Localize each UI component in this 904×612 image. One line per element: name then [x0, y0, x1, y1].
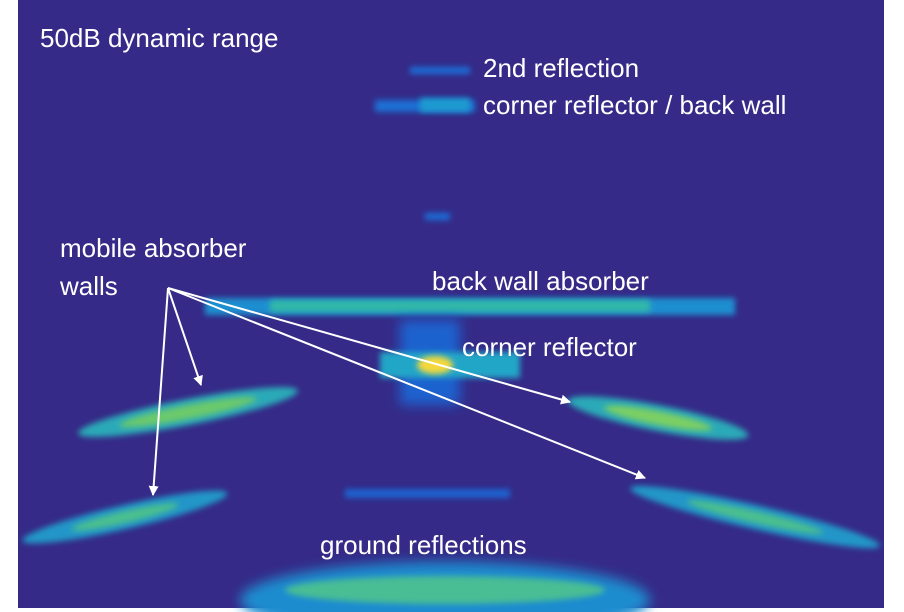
- annotation: ground reflections: [320, 530, 527, 560]
- annotation: corner reflector: [462, 332, 637, 362]
- arrow: [167, 287, 646, 480]
- annotation: 2nd reflection: [483, 53, 639, 83]
- blob: [119, 396, 257, 428]
- arrow: [148, 287, 169, 496]
- blob: [686, 500, 824, 534]
- annotation: corner reflector / back wall: [483, 90, 786, 120]
- blob: [345, 489, 510, 498]
- blob: [425, 213, 450, 220]
- blob: [603, 405, 713, 431]
- blob: [285, 576, 605, 604]
- arrow: [167, 287, 571, 405]
- annotation: 50dB dynamic range: [40, 23, 278, 53]
- annotation: walls: [59, 271, 118, 301]
- blob: [417, 356, 453, 374]
- blob: [270, 300, 650, 312]
- reflections: [22, 67, 880, 612]
- blob: [420, 98, 470, 112]
- blob: [410, 67, 470, 74]
- blob: [71, 503, 179, 531]
- arrow: [167, 287, 203, 386]
- annotation: back wall absorber: [432, 266, 649, 296]
- arrows: [148, 287, 646, 496]
- annotation: mobile absorber: [60, 233, 247, 263]
